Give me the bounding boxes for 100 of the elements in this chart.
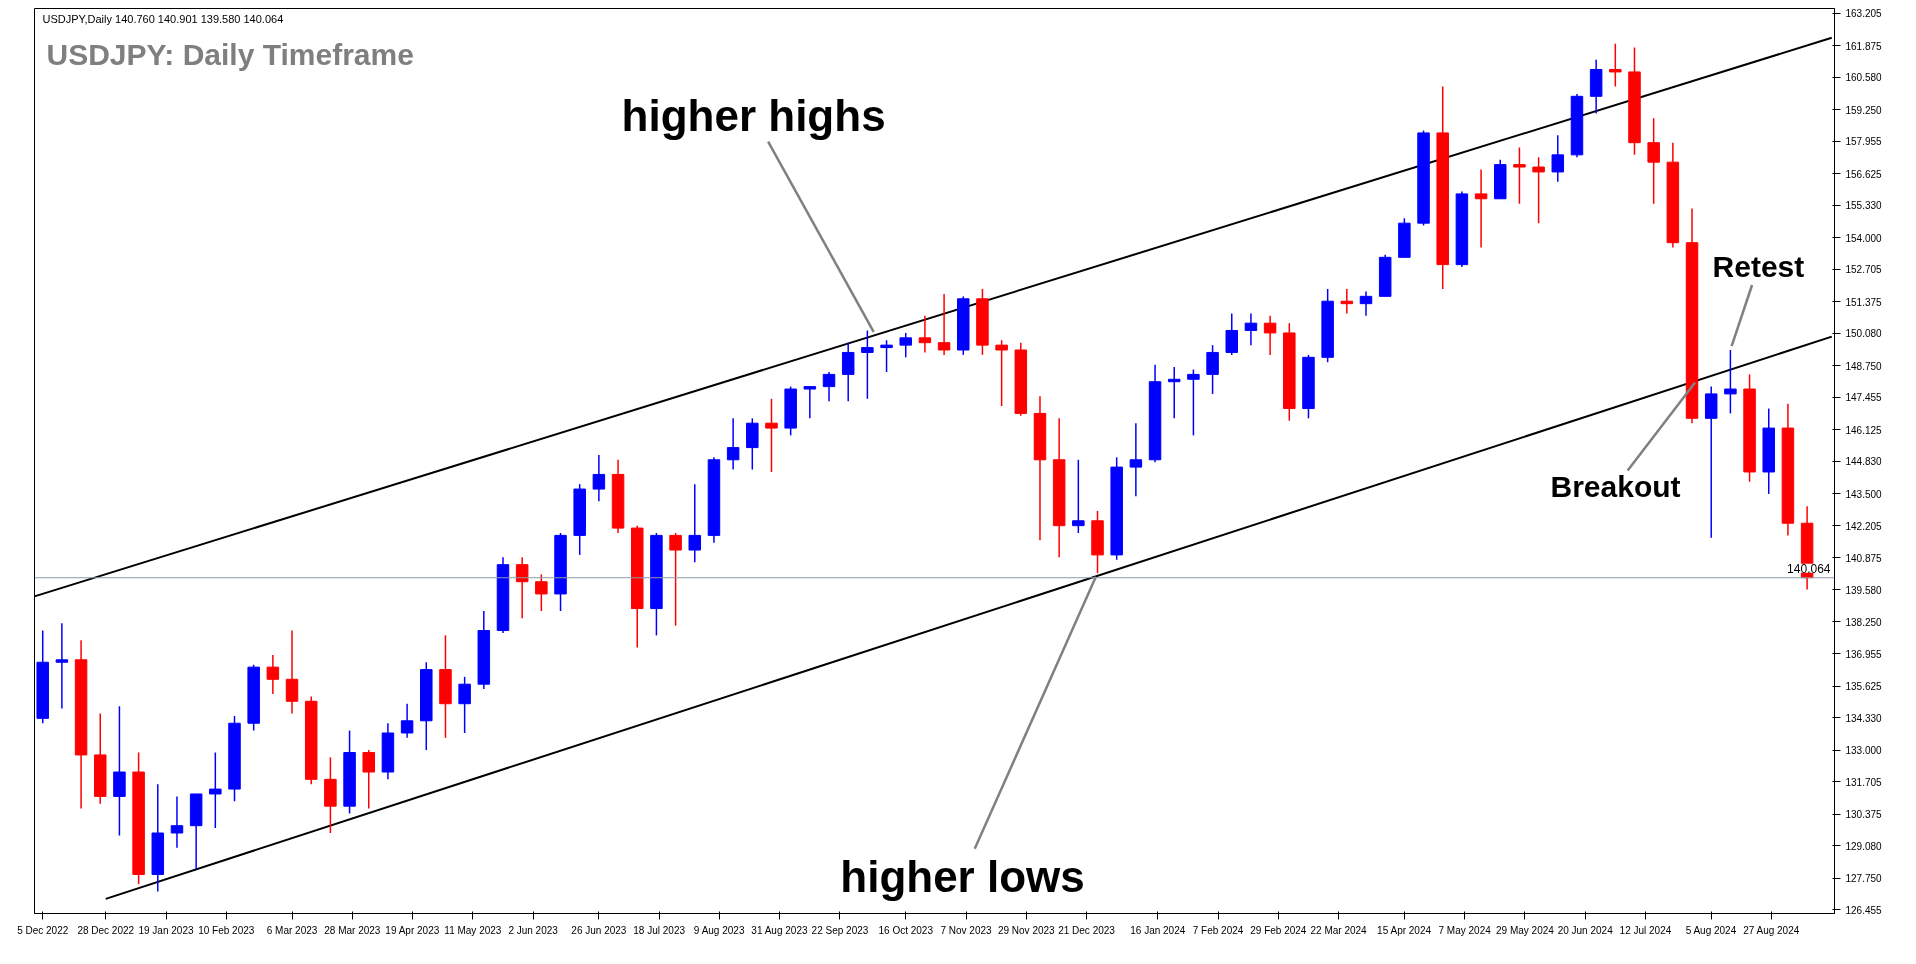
candlestick <box>1187 368 1200 437</box>
candlestick <box>515 556 529 620</box>
annotation: higher lows <box>840 851 1085 901</box>
x-tick-label: 29 May 2024 <box>1496 924 1555 936</box>
candlestick <box>266 654 280 695</box>
candlestick <box>1206 344 1219 395</box>
candlestick <box>1647 117 1660 205</box>
candlestick <box>55 622 69 710</box>
x-tick-label: 19 Jan 2023 <box>138 924 194 936</box>
y-tick-label: 147.455 <box>1845 392 1883 404</box>
candlestick <box>861 329 874 400</box>
x-tick-label: 21 Dec 2023 <box>1058 924 1116 936</box>
annotation: USDJPY,Daily 140.760 140.901 139.580 140.064 <box>42 12 284 25</box>
candlestick <box>1724 349 1737 415</box>
x-tick-label: 18 Jul 2023 <box>633 924 686 936</box>
x-tick-label: 15 Apr 2024 <box>1377 924 1432 936</box>
y-tick-label: 160.580 <box>1845 72 1883 84</box>
y-tick-label: 161.875 <box>1845 40 1883 52</box>
candlestick <box>1167 366 1181 420</box>
candlestick <box>1244 312 1258 346</box>
candlestick <box>918 315 932 354</box>
candlestick <box>937 293 951 356</box>
y-tick-label: 155.330 <box>1845 200 1883 212</box>
y-tick-label: 133.000 <box>1845 745 1883 757</box>
x-tick-label: 16 Jan 2024 <box>1130 924 1186 936</box>
x-tick-label: 28 Mar 2023 <box>324 924 381 936</box>
y-tick-label: 134.330 <box>1845 712 1883 724</box>
y-tick-label: 148.750 <box>1845 360 1883 372</box>
y-tick-label: 127.750 <box>1845 873 1883 885</box>
candlestick <box>688 483 702 563</box>
candlestick <box>822 371 836 402</box>
candlestick <box>1263 315 1277 356</box>
y-tick-label: 163.205 <box>1845 8 1883 20</box>
x-tick-label: 12 Jul 2024 <box>1619 924 1672 936</box>
candlestick <box>400 702 414 739</box>
x-tick-label: 7 Nov 2023 <box>940 924 993 936</box>
candlestick <box>458 676 471 734</box>
candlestick <box>209 751 222 829</box>
candlestick <box>285 629 299 715</box>
x-tick-label: 7 Feb 2024 <box>1192 924 1244 936</box>
x-tick-label: 27 Aug 2024 <box>1743 924 1800 936</box>
candlestick <box>362 749 375 810</box>
y-tick-label: 140.875 <box>1845 552 1883 564</box>
y-tick-label: 138.250 <box>1845 617 1883 628</box>
candlestick <box>1474 168 1488 249</box>
x-tick-label: 6 Mar 2023 <box>266 924 318 936</box>
candlestick <box>1513 146 1526 205</box>
candlestick <box>880 339 893 373</box>
x-tick-label: 22 Mar 2024 <box>1310 924 1368 936</box>
x-tick-label: 7 May 2024 <box>1438 924 1492 936</box>
candlestick <box>1225 312 1239 356</box>
candlestick <box>1359 290 1373 317</box>
x-tick-label: 16 Oct 2023 <box>878 924 934 936</box>
x-tick-label: 19 Apr 2023 <box>385 924 440 936</box>
candlestick <box>1340 288 1354 315</box>
candlestick <box>995 339 1008 407</box>
ref-line-label: 140.064 <box>1787 561 1831 576</box>
x-tick-label: 22 Sep 2023 <box>811 924 869 936</box>
x-tick-label: 20 Jun 2024 <box>1557 924 1614 936</box>
candlestick <box>899 332 912 359</box>
y-tick-label: 142.205 <box>1845 520 1883 532</box>
candlestick <box>1532 156 1545 224</box>
x-tick-label: 10 Feb 2023 <box>198 924 255 936</box>
y-tick-label: 143.500 <box>1845 488 1883 500</box>
candlestick <box>535 573 548 612</box>
x-tick-label: 11 May 2023 <box>444 924 502 936</box>
y-tick-label: 136.955 <box>1845 648 1883 660</box>
y-tick-label: 159.250 <box>1845 104 1883 116</box>
y-tick-label: 130.375 <box>1845 809 1883 821</box>
x-tick-label: 26 Jun 2023 <box>571 924 627 936</box>
y-tick-label: 154.000 <box>1845 232 1883 244</box>
candlestick <box>592 454 606 502</box>
y-tick-label: 151.375 <box>1845 296 1883 308</box>
x-tick-label: 29 Nov 2023 <box>997 924 1056 936</box>
x-tick-label: 31 Aug 2023 <box>751 924 808 936</box>
x-tick-label: 5 Aug 2024 <box>1685 924 1737 936</box>
x-tick-label: 9 Aug 2023 <box>693 924 745 936</box>
candlestick <box>726 417 740 471</box>
candlestick <box>1551 134 1565 183</box>
annotation: Breakout <box>1550 469 1681 503</box>
x-tick-label: 5 Dec 2022 <box>17 924 69 936</box>
x-tick-label: 2 Jun 2023 <box>508 924 559 936</box>
candlestick <box>170 795 184 849</box>
y-tick-label: 157.955 <box>1845 136 1883 148</box>
y-tick-label: 139.580 <box>1845 584 1883 596</box>
y-tick-label: 150.080 <box>1845 328 1883 340</box>
y-tick-label: 156.625 <box>1845 168 1883 180</box>
y-tick-label: 131.705 <box>1845 776 1883 788</box>
y-tick-label: 152.705 <box>1845 264 1883 276</box>
annotation: Retest <box>1712 249 1805 283</box>
y-tick-label: 144.830 <box>1845 456 1883 468</box>
candlestick <box>669 532 682 627</box>
candlestick <box>765 398 778 473</box>
candlestick <box>1072 459 1085 534</box>
y-tick-label: 126.455 <box>1845 904 1883 916</box>
y-tick-label: 135.625 <box>1845 681 1883 693</box>
x-tick-label: 29 Feb 2024 <box>1250 924 1307 936</box>
x-tick-label: 28 Dec 2022 <box>77 924 135 936</box>
candlestick <box>1609 43 1622 88</box>
text: USDJPY: Daily Timeframe <box>46 37 414 71</box>
